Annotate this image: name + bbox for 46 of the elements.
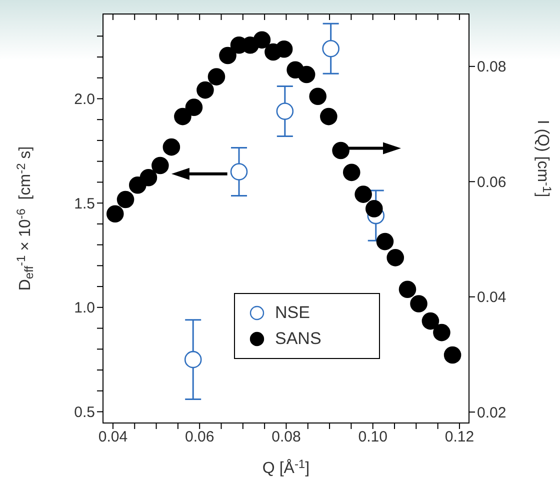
point — [219, 46, 236, 64]
y-tick-label: 2.0 — [74, 91, 95, 108]
y-tick-label: 1.5 — [74, 195, 95, 212]
x-tick-label: 0.12 — [444, 428, 474, 446]
point — [365, 200, 383, 218]
point — [174, 108, 192, 126]
point — [398, 280, 416, 298]
legend-label: SANS — [275, 329, 322, 349]
y-tick-label: 0.5 — [74, 404, 95, 422]
y2-tick-label: 0.08 — [477, 58, 506, 76]
point — [140, 168, 158, 186]
x-tick-label: 0.06 — [184, 428, 214, 446]
point — [444, 346, 462, 364]
point — [376, 232, 394, 250]
y2-tick-label: 0.04 — [477, 289, 506, 306]
x-axis-title: Q [Å$^{-1}$] — [262, 456, 310, 477]
point — [162, 138, 180, 156]
point — [322, 40, 340, 58]
y-tick-label: 1.0 — [74, 300, 95, 317]
point — [309, 88, 326, 106]
point — [433, 324, 450, 342]
point — [196, 81, 214, 99]
point — [275, 40, 293, 58]
x-tick-label: 0.04 — [98, 428, 128, 446]
point — [386, 249, 404, 266]
point — [276, 102, 294, 120]
point — [152, 156, 169, 174]
point — [354, 186, 372, 203]
point — [298, 66, 316, 84]
point — [230, 163, 248, 180]
point — [332, 142, 350, 160]
point — [253, 31, 271, 49]
point — [320, 108, 338, 126]
point — [422, 312, 440, 330]
point — [184, 350, 202, 368]
point — [342, 164, 360, 182]
point — [410, 295, 428, 312]
point — [208, 68, 226, 86]
point — [106, 205, 124, 223]
y2-tick-label: 0.06 — [477, 174, 506, 191]
x-tick-label: 0.08 — [272, 428, 301, 446]
legend-label: NSE — [275, 303, 310, 323]
point — [185, 98, 203, 116]
point — [116, 190, 134, 208]
y2-tick-label: 0.02 — [477, 404, 506, 422]
x-tick-label: 0.10 — [358, 428, 388, 446]
